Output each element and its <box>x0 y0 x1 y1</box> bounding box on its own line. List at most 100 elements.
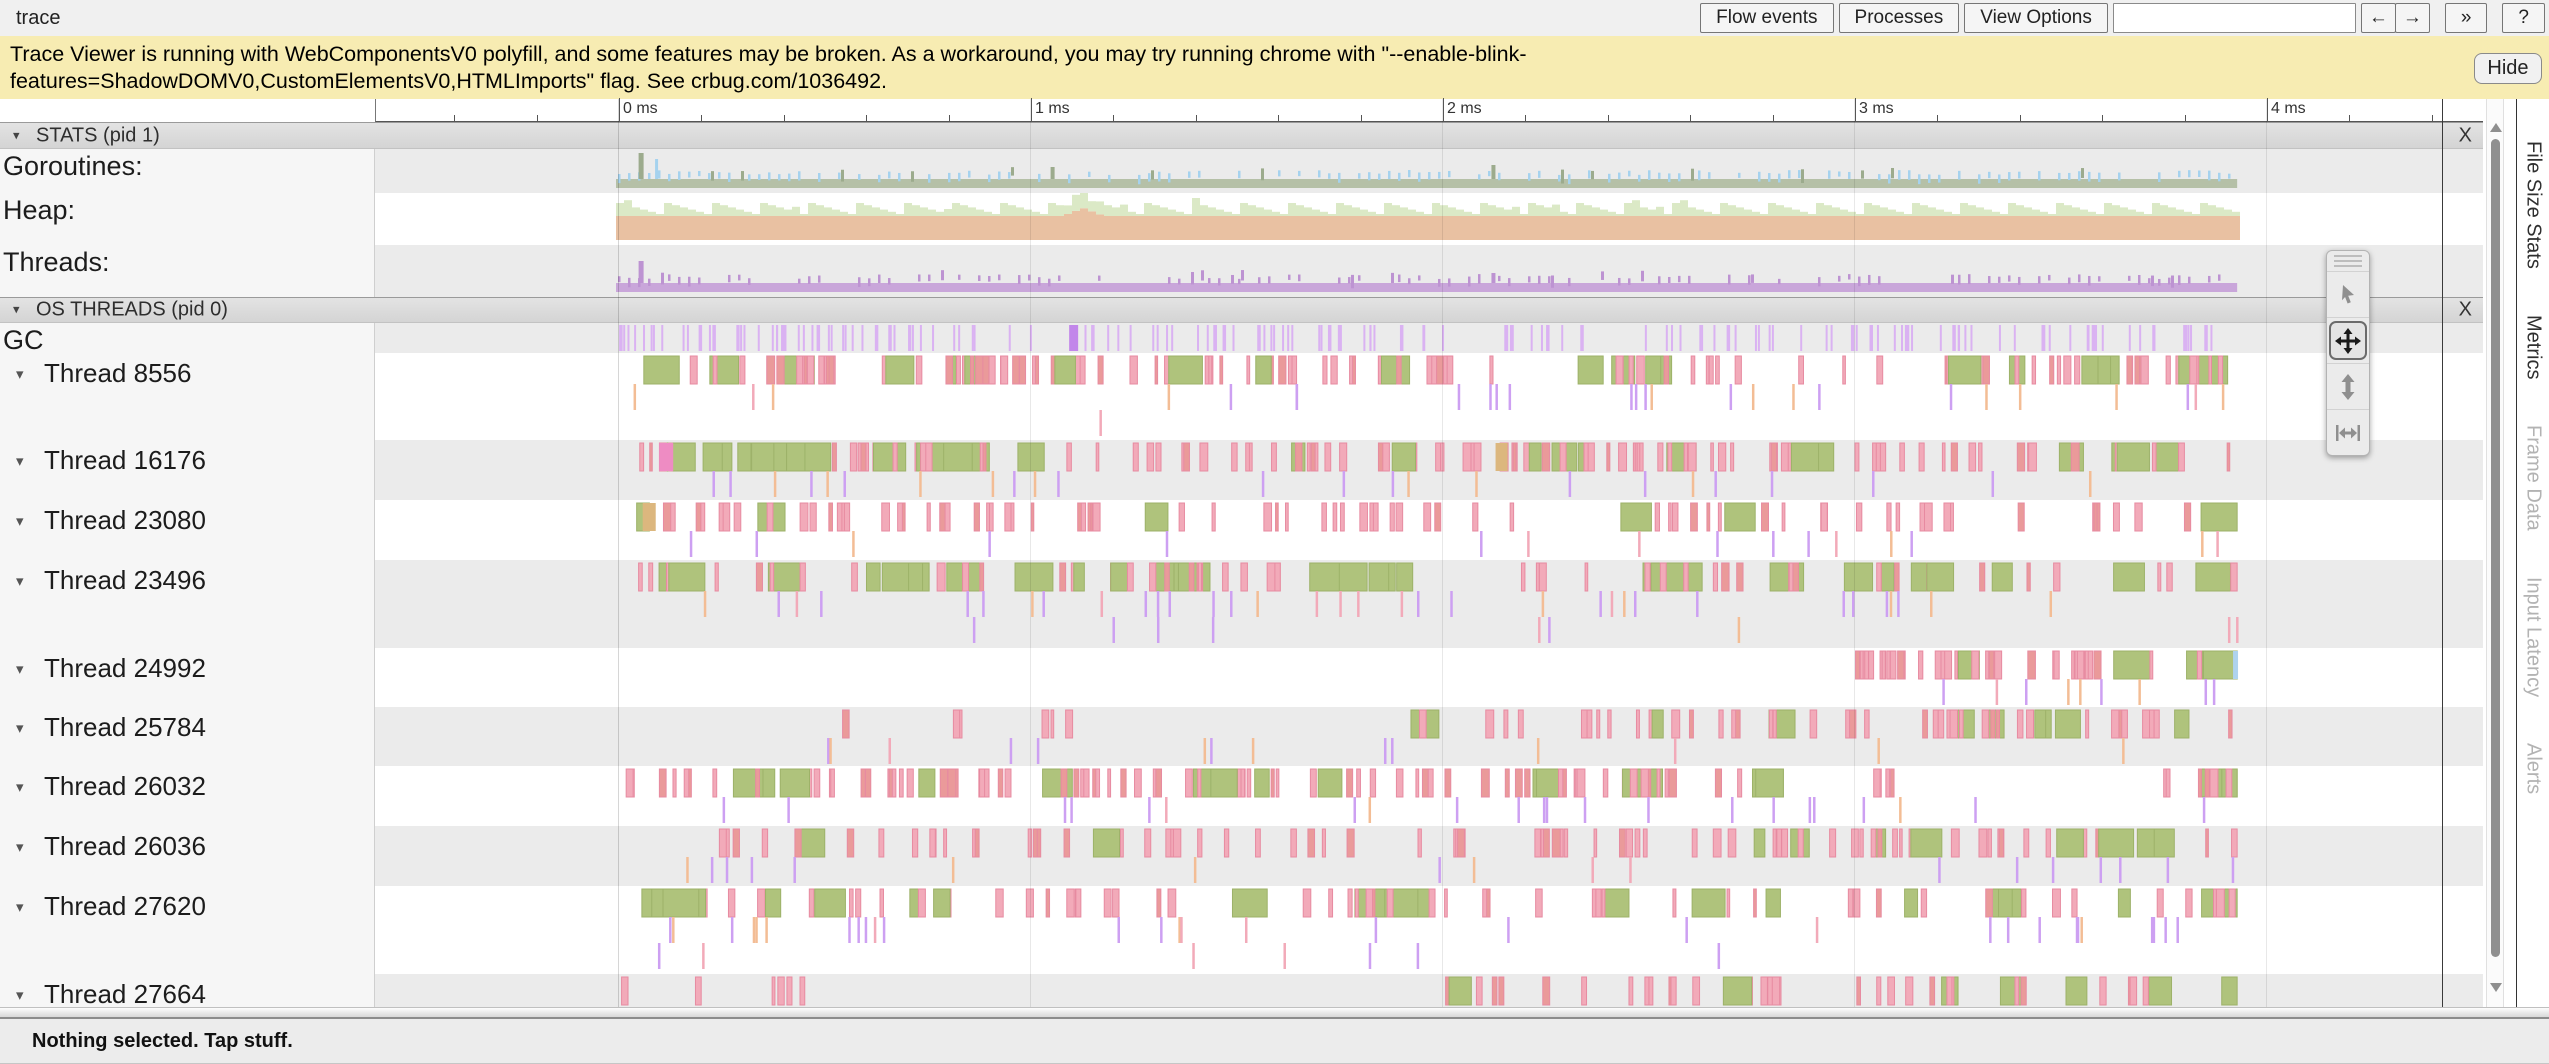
history-nav-group: ← → <box>2360 3 2430 33</box>
track-canvas[interactable] <box>375 353 2483 440</box>
track-canvas[interactable] <box>375 245 2483 297</box>
forward-button[interactable]: → <box>2394 3 2430 33</box>
more-button[interactable]: » <box>2444 3 2488 33</box>
track-label-text: Thread 26036 <box>44 831 206 861</box>
scroll-down-arrow-icon[interactable] <box>2490 983 2502 992</box>
track-canvas[interactable] <box>375 440 2483 500</box>
section-header-os_threads[interactable]: ▾ OS THREADS (pid 0) X <box>0 297 2483 323</box>
ruler-minor-tick <box>2019 115 2021 121</box>
top-bar: trace Flow events Processes View Options… <box>0 0 2549 36</box>
side-tab-file-size-stats[interactable]: File Size Stats <box>2522 141 2545 269</box>
track-view-toolbar[interactable] <box>2326 250 2370 456</box>
track-row-label: ▾ Thread 23496 <box>0 560 375 648</box>
status-bar: Nothing selected. Tap stuff. <box>0 1019 2549 1064</box>
track-row-label: ▾ Thread 27664 <box>0 974 375 1009</box>
side-tab-frame-data[interactable]: Frame Data <box>2522 425 2545 531</box>
track-label-text: Thread 27664 <box>44 979 206 1009</box>
section-header-stats[interactable]: ▾ STATS (pid 1) X <box>0 122 2483 149</box>
track-row: ▾ Thread 23496 <box>0 560 2483 648</box>
track-label-text: Thread 23496 <box>44 565 206 595</box>
scroll-up-arrow-icon[interactable] <box>2490 123 2502 132</box>
ruler-minor-tick <box>1278 115 1280 121</box>
track-label-text: Threads: <box>3 247 110 277</box>
hide-banner-button[interactable]: Hide <box>2474 53 2542 84</box>
track-row-label: ▾ Thread 25784 <box>0 707 375 766</box>
track-canvas[interactable] <box>375 193 2483 245</box>
track-label-text: Thread 27620 <box>44 891 206 921</box>
ruler-minor-tick <box>1690 115 1692 121</box>
track-label-text: Thread 16176 <box>44 445 206 475</box>
track-canvas[interactable] <box>375 707 2483 766</box>
thread-collapse-icon[interactable]: ▾ <box>16 899 24 916</box>
thread-collapse-icon[interactable]: ▾ <box>16 839 24 856</box>
track-label-text: Heap: <box>3 195 76 225</box>
section-collapse-icon[interactable]: ▾ <box>13 301 20 317</box>
track-row: ▾ Thread 26032 <box>0 766 2483 826</box>
pan-move-icon <box>2335 327 2361 354</box>
ruler-minor-tick <box>1113 115 1115 121</box>
track-canvas[interactable] <box>375 826 2483 886</box>
track-row-label: Heap: <box>0 193 375 245</box>
track-label-text: Thread 24992 <box>44 653 206 683</box>
ruler-major-tick <box>1855 98 1856 121</box>
track-canvas[interactable] <box>375 886 2483 974</box>
track-canvas[interactable] <box>375 560 2483 648</box>
section-collapse-icon[interactable]: ▾ <box>13 126 20 142</box>
analysis-resize-handle[interactable] <box>0 1007 2549 1019</box>
thread-collapse-icon[interactable]: ▾ <box>16 987 24 1004</box>
timeline-ruler[interactable]: 0 ms 1 ms 2 ms 3 ms 4 ms <box>375 98 2483 122</box>
select-tool-button[interactable] <box>2327 271 2369 317</box>
track-canvas[interactable] <box>375 149 2483 193</box>
ruler-minor-tick <box>783 115 785 121</box>
zoom-vertical-tool-button[interactable] <box>2327 363 2369 409</box>
pan-tool-button[interactable] <box>2327 317 2369 363</box>
track-label-text: Goroutines: <box>3 151 143 181</box>
help-button[interactable]: ? <box>2502 3 2545 33</box>
ruler-minor-tick <box>1607 115 1609 121</box>
track-label-text: Thread 23080 <box>44 505 206 535</box>
vertical-zoom-icon <box>2341 373 2355 400</box>
flow-events-button[interactable]: Flow events <box>1700 3 1834 33</box>
fit-width-tool-button[interactable] <box>2327 409 2369 455</box>
track-canvas[interactable] <box>375 500 2483 560</box>
track-row-label: Threads: <box>0 245 375 297</box>
ruler-major-tick <box>1031 98 1032 121</box>
fit-width-icon <box>2336 424 2360 441</box>
ruler-label: 2 ms <box>1447 100 1482 117</box>
back-button[interactable]: ← <box>2360 3 2396 33</box>
track-canvas[interactable] <box>375 766 2483 826</box>
thread-collapse-icon[interactable]: ▾ <box>16 779 24 796</box>
ruler-minor-tick <box>2431 115 2433 121</box>
side-tab-metrics[interactable]: Metrics <box>2522 314 2545 380</box>
thread-collapse-icon[interactable]: ▾ <box>16 573 24 590</box>
track-row-label: GC <box>0 323 375 355</box>
thread-collapse-icon[interactable]: ▾ <box>16 453 24 470</box>
side-tab-alerts[interactable]: Alerts <box>2522 742 2545 795</box>
ruler-minor-tick <box>1525 115 1527 121</box>
track-canvas[interactable] <box>375 648 2483 707</box>
thread-collapse-icon[interactable]: ▾ <box>16 661 24 678</box>
track-canvas[interactable] <box>375 323 2483 353</box>
search-input[interactable] <box>2112 3 2356 33</box>
ruler-minor-tick <box>1937 115 1939 121</box>
track-canvas[interactable] <box>375 974 2483 1007</box>
ruler-major-tick <box>2267 98 2268 121</box>
track-row-label: ▾ Thread 26032 <box>0 766 375 826</box>
ruler-minor-tick <box>2102 115 2104 121</box>
track-row-label: ▾ Thread 24992 <box>0 648 375 707</box>
thread-collapse-icon[interactable]: ▾ <box>16 366 24 383</box>
side-tab-input-latency[interactable]: Input Latency <box>2522 576 2545 697</box>
scrollbar-thumb[interactable] <box>2491 139 2500 957</box>
track-row-label: ▾ Thread 16176 <box>0 440 375 500</box>
toolbar-drag-grip[interactable] <box>2334 255 2362 269</box>
processes-button[interactable]: Processes <box>1838 3 1960 33</box>
polyfill-warning-banner: Trace Viewer is running with WebComponen… <box>0 36 2549 99</box>
thread-collapse-icon[interactable]: ▾ <box>16 513 24 530</box>
section-close-button[interactable]: X <box>2458 124 2472 146</box>
vertical-scrollbar[interactable] <box>2486 99 2504 1007</box>
thread-collapse-icon[interactable]: ▾ <box>16 720 24 737</box>
ruler-minor-tick <box>454 115 456 121</box>
section-close-button[interactable]: X <box>2458 298 2472 321</box>
ruler-minor-tick <box>1195 115 1197 121</box>
view-options-button[interactable]: View Options <box>1964 3 2108 33</box>
